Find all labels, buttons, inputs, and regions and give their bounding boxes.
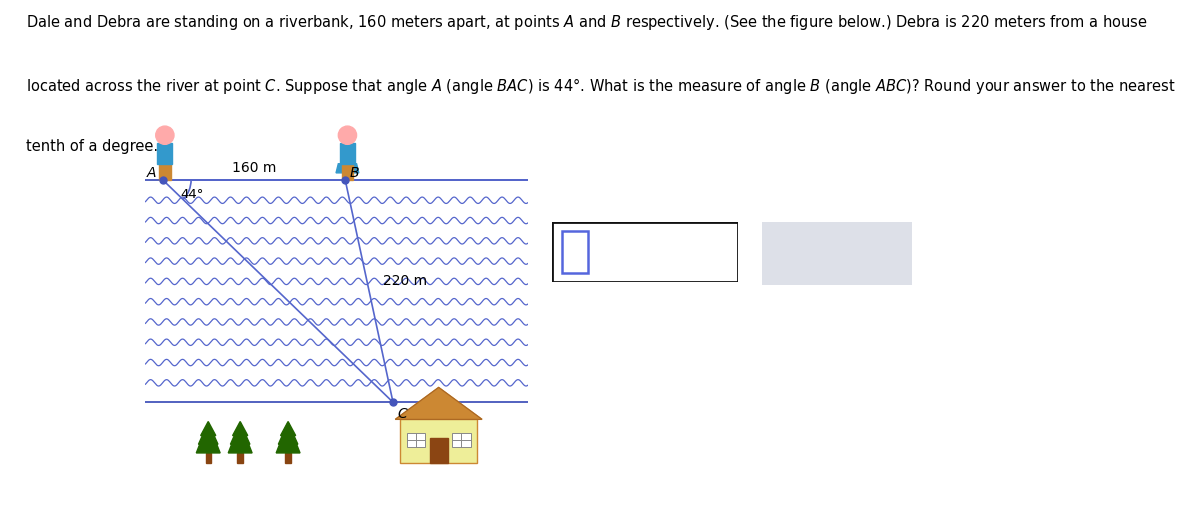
Polygon shape xyxy=(278,423,298,444)
Bar xyxy=(145,180,528,402)
Bar xyxy=(400,419,478,463)
Polygon shape xyxy=(336,164,359,173)
Circle shape xyxy=(156,126,174,144)
Circle shape xyxy=(338,126,356,144)
Bar xyxy=(430,438,448,463)
Polygon shape xyxy=(281,422,295,436)
Text: °: ° xyxy=(592,245,599,258)
Polygon shape xyxy=(198,423,218,444)
Polygon shape xyxy=(395,388,482,419)
FancyBboxPatch shape xyxy=(563,231,588,274)
Text: B: B xyxy=(349,166,359,180)
Text: C: C xyxy=(397,407,407,421)
Text: tenth of a degree.: tenth of a degree. xyxy=(26,139,158,154)
Text: 160 m: 160 m xyxy=(232,161,276,175)
Bar xyxy=(286,453,290,463)
Text: 220 m: 220 m xyxy=(383,274,427,288)
Text: located across the river at point $C$. Suppose that angle $A$ (angle $BAC$) is 4: located across the river at point $C$. S… xyxy=(26,76,1176,96)
Bar xyxy=(340,143,355,164)
Bar xyxy=(157,143,173,164)
Polygon shape xyxy=(276,423,300,453)
Polygon shape xyxy=(228,423,252,453)
Polygon shape xyxy=(200,422,216,436)
FancyBboxPatch shape xyxy=(750,217,924,290)
Text: 44°: 44° xyxy=(181,188,204,201)
FancyBboxPatch shape xyxy=(552,222,738,282)
Polygon shape xyxy=(230,423,250,444)
Text: Dale and Debra are standing on a riverbank, 160 meters apart, at points $A$ and : Dale and Debra are standing on a riverba… xyxy=(26,13,1148,32)
Bar xyxy=(452,433,470,447)
Bar xyxy=(160,164,170,180)
Text: ?: ? xyxy=(880,244,890,263)
Bar xyxy=(407,433,425,447)
Polygon shape xyxy=(233,422,247,436)
Bar xyxy=(342,164,353,180)
Polygon shape xyxy=(197,423,220,453)
Text: ↺: ↺ xyxy=(829,244,845,263)
Bar xyxy=(205,453,211,463)
Text: A: A xyxy=(146,166,156,180)
Bar xyxy=(238,453,242,463)
Text: ×: × xyxy=(781,244,797,263)
